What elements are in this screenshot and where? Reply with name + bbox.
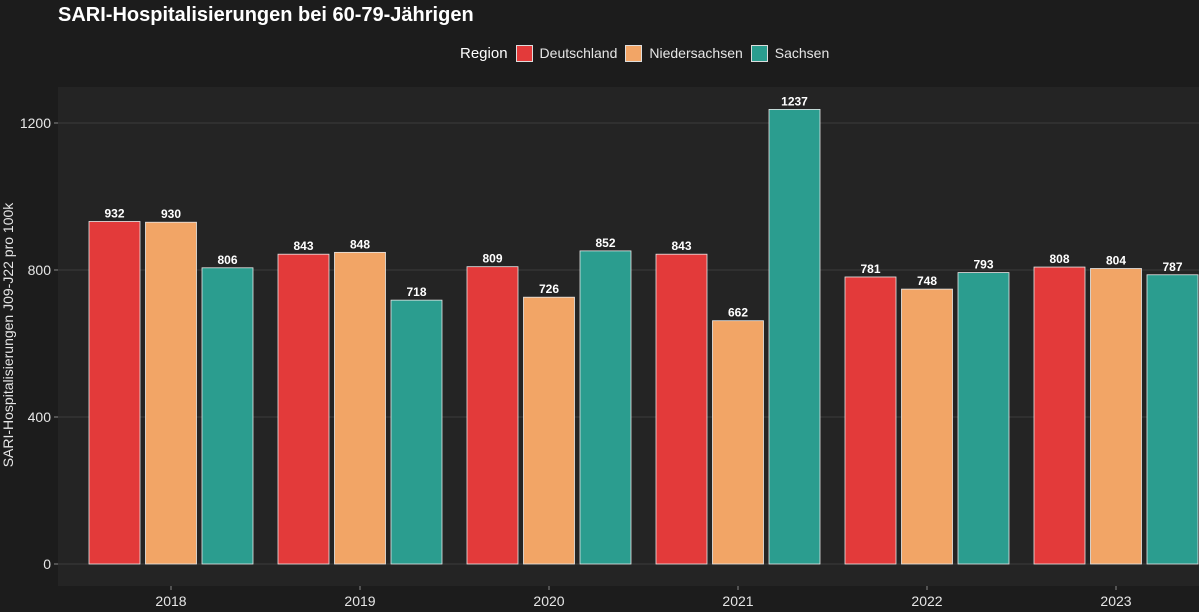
- legend-label-deutschland: Deutschland: [539, 45, 618, 61]
- data-label-deutschland-2021: 843: [671, 239, 691, 253]
- data-label-deutschland-2023: 808: [1049, 252, 1069, 266]
- x-tick-label-2019: 2019: [344, 593, 375, 609]
- data-label-sachsen-2018: 806: [217, 253, 237, 267]
- data-label-niedersachsen-2018: 930: [161, 207, 181, 221]
- legend-label-niedersachsen: Niedersachsen: [649, 45, 743, 61]
- bar-deutschland-2022: [844, 276, 897, 565]
- y-tick-label-400: 400: [28, 409, 52, 425]
- bar-niedersachsen-2019: [334, 251, 386, 565]
- bar-deutschland-2023: [1033, 266, 1086, 565]
- x-tick-label-2022: 2022: [911, 593, 942, 609]
- y-axis-label: SARI-Hospitalisierungen J09-J22 pro 100k: [0, 202, 16, 468]
- bar-deutschland-2018: [88, 221, 141, 565]
- bar-niedersachsen-2023: [1090, 268, 1142, 565]
- data-label-deutschland-2019: 843: [293, 239, 313, 253]
- legend-swatch-niedersachsen: [625, 44, 643, 62]
- data-label-niedersachsen-2020: 726: [539, 282, 559, 296]
- bar-deutschland-2019: [277, 253, 330, 565]
- data-label-niedersachsen-2019: 848: [350, 237, 370, 251]
- bar-sachsen-2020: [579, 250, 632, 565]
- legend-title: Region: [460, 44, 508, 62]
- legend-item-sachsen: Sachsen: [750, 44, 830, 62]
- y-tick-label-1200: 1200: [20, 115, 51, 131]
- data-label-niedersachsen-2021: 662: [728, 306, 748, 320]
- legend: Region Deutschland Niedersachsen Sachsen: [460, 43, 837, 63]
- x-tick-label-2018: 2018: [155, 593, 186, 609]
- bar-sachsen-2018: [201, 267, 254, 565]
- x-tick-label-2023: 2023: [1100, 593, 1131, 609]
- data-label-sachsen-2021: 1237: [781, 94, 808, 108]
- bar-deutschland-2021: [655, 253, 708, 565]
- bar-niedersachsen-2018: [145, 221, 197, 565]
- bar-sachsen-2022: [957, 272, 1010, 565]
- bar-niedersachsen-2022: [901, 288, 953, 565]
- bar-niedersachsen-2020: [523, 296, 575, 565]
- chart-title: SARI-Hospitalisierungen bei 60-79-Jährig…: [58, 4, 474, 26]
- bar-niedersachsen-2021: [712, 320, 764, 565]
- bar-sachsen-2021: [768, 109, 821, 565]
- x-tick-label-2021: 2021: [722, 593, 753, 609]
- legend-swatch-deutschland: [515, 44, 533, 62]
- bar-deutschland-2020: [466, 266, 519, 565]
- data-label-deutschland-2020: 809: [482, 252, 502, 266]
- bar-sachsen-2019: [390, 299, 443, 565]
- legend-swatch-sachsen: [750, 44, 768, 62]
- x-tick-label-2020: 2020: [533, 593, 564, 609]
- legend-label-sachsen: Sachsen: [774, 45, 830, 61]
- data-label-niedersachsen-2022: 748: [917, 274, 937, 288]
- bar-sachsen-2023: [1146, 274, 1199, 565]
- y-tick-label-0: 0: [43, 556, 51, 572]
- data-label-deutschland-2022: 781: [860, 262, 880, 276]
- legend-item-niedersachsen: Niedersachsen: [625, 44, 743, 62]
- data-label-sachsen-2023: 787: [1162, 260, 1182, 274]
- data-label-sachsen-2020: 852: [595, 236, 615, 250]
- data-label-niedersachsen-2023: 804: [1106, 254, 1126, 268]
- y-tick-label-800: 800: [28, 262, 52, 278]
- legend-item-deutschland: Deutschland: [515, 44, 618, 62]
- data-label-deutschland-2018: 932: [104, 206, 124, 220]
- data-label-sachsen-2022: 793: [973, 258, 993, 272]
- data-label-sachsen-2019: 718: [406, 285, 426, 299]
